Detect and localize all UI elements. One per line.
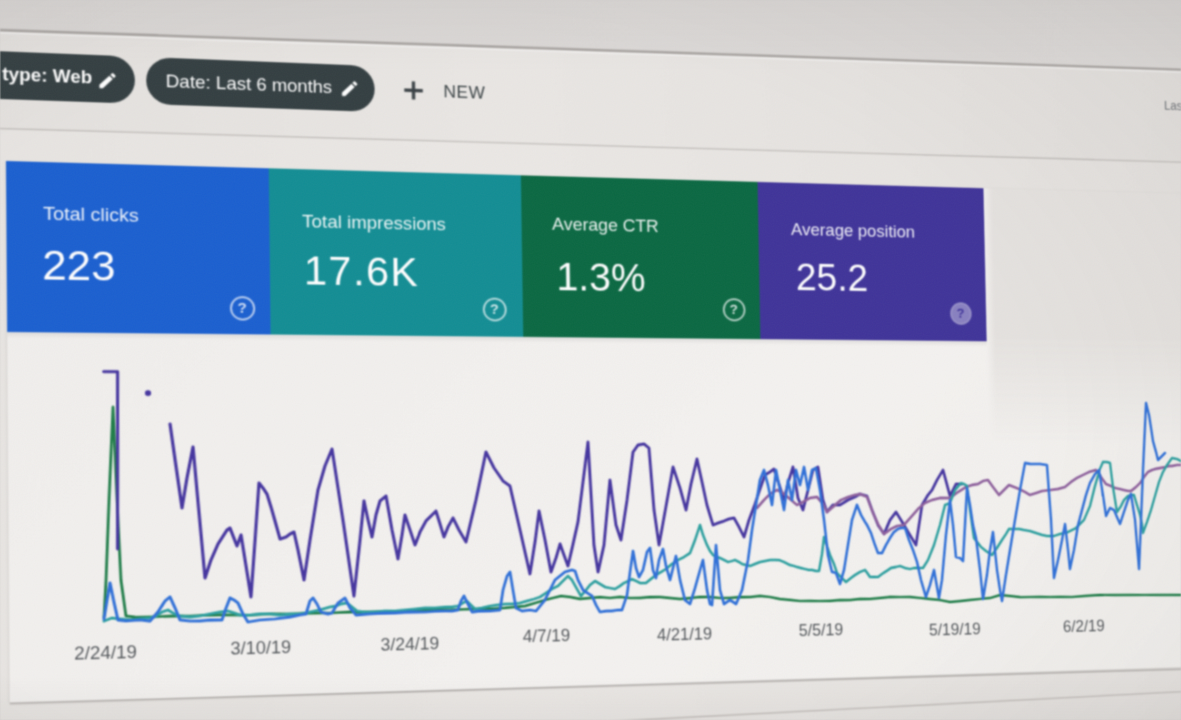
svg-text:3/10/19: 3/10/19: [230, 637, 291, 659]
svg-text:5/19/19: 5/19/19: [929, 619, 981, 639]
svg-text:2/24/19: 2/24/19: [74, 642, 137, 664]
svg-text:5/5/19: 5/5/19: [799, 620, 844, 640]
svg-text:3/24/19: 3/24/19: [380, 633, 439, 654]
svg-text:6/2/19: 6/2/19: [1063, 616, 1105, 635]
svg-text:4/21/19: 4/21/19: [657, 624, 712, 645]
svg-text:4/7/19: 4/7/19: [523, 625, 571, 646]
